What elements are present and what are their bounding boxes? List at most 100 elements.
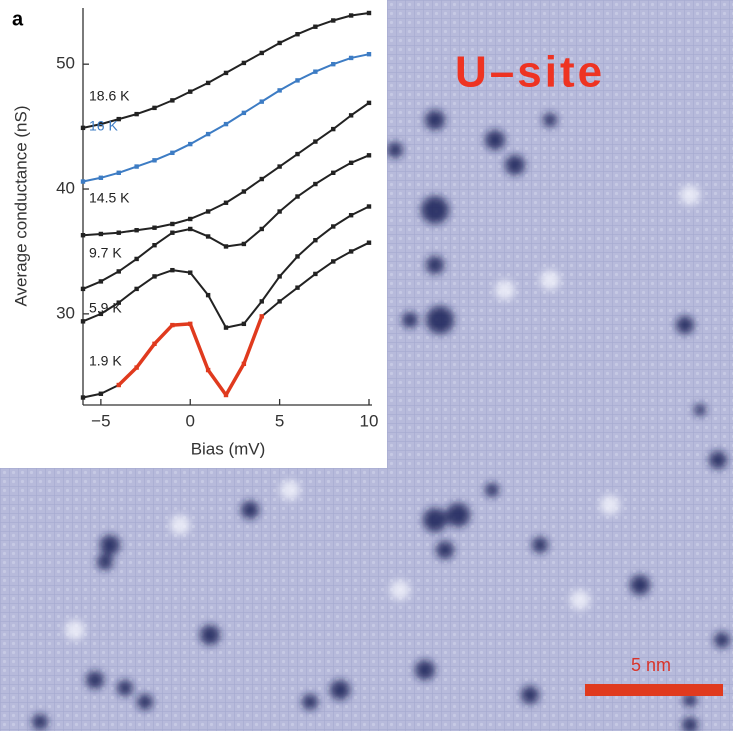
data-point [188,141,193,147]
dark-spot [97,554,113,570]
annotation: U–site [455,48,605,97]
data-point [116,300,121,305]
dark-spot [426,306,454,334]
data-point [188,216,193,222]
dark-spot [676,316,694,334]
data-point [134,228,139,233]
dark-spot [436,541,454,559]
data-point [80,179,86,184]
bright-spot [170,515,190,535]
data-point [188,270,193,275]
data-point [331,170,336,175]
scale-bar [585,684,723,696]
data-point [134,256,139,262]
data-point [170,221,175,227]
dark-spot [446,503,470,527]
data-point [277,88,282,93]
data-point [313,271,318,277]
data-point [313,24,318,29]
data-point [98,311,104,317]
dark-spot [330,680,350,700]
series-label: 1.9 K [89,353,122,369]
data-point [241,241,247,247]
data-point [80,319,86,324]
data-point [348,113,354,118]
data-point [170,98,175,103]
data-point [348,160,354,166]
data-point [295,32,300,37]
data-point [277,299,282,304]
dark-spot [709,451,727,469]
data-point [331,18,336,23]
series-label: 5.9 K [89,300,122,316]
dark-spot [543,113,557,127]
data-point [205,131,211,137]
series-label: 18.6 K [89,88,130,104]
dark-spot [505,155,525,175]
data-point [277,164,282,169]
dark-spot [425,110,445,130]
data-point [116,170,121,175]
data-point [331,61,336,67]
series-label: 9.7 K [89,245,122,261]
bright-spot [680,185,700,205]
data-point [98,279,104,284]
data-point [241,110,247,116]
dark-spot [32,714,48,730]
data-point [98,121,104,127]
data-point [313,181,318,187]
data-point [277,209,282,214]
data-point [277,40,282,46]
data-point [116,230,121,235]
dark-spot [694,404,706,416]
stm-features [32,110,730,731]
data-point [134,286,139,292]
data-point [331,126,336,132]
data-point [259,176,264,182]
data-point [223,325,229,330]
dark-spot [423,508,447,532]
bright-spot [570,590,590,610]
dark-spot [200,625,220,645]
data-point [295,151,300,157]
dark-spot [630,575,650,595]
dark-spot [100,535,120,555]
y-tick-label: 30 [56,303,75,322]
data-point [366,10,372,16]
y-tick-label: 40 [56,179,75,198]
data-point [170,267,175,273]
data-point [80,286,86,292]
data-point [223,200,229,205]
data-point [205,234,211,239]
data-point [80,395,86,400]
data-point [241,189,247,194]
data-point [205,292,211,298]
highlight-line [117,314,264,397]
data-point [152,158,157,163]
dark-spot [402,312,418,328]
data-point [223,121,229,127]
data-point [80,233,86,238]
data-point [277,274,282,279]
data-point [223,244,229,249]
scale-bar-label: 5 nm [631,655,671,675]
data-point [152,274,157,279]
data-point [313,238,318,243]
data-point [366,100,372,106]
dark-spot [532,537,548,553]
data-point [366,153,372,158]
data-point [170,230,175,235]
data-point [134,164,139,169]
data-point [331,259,336,264]
panel-label: a [12,8,24,30]
data-point [170,150,175,156]
data-point [98,391,104,396]
data-point [188,226,193,232]
bright-spot [600,495,620,515]
dark-spot [421,196,449,224]
data-point [116,269,121,274]
dark-spot [137,694,153,710]
data-point [241,321,247,327]
